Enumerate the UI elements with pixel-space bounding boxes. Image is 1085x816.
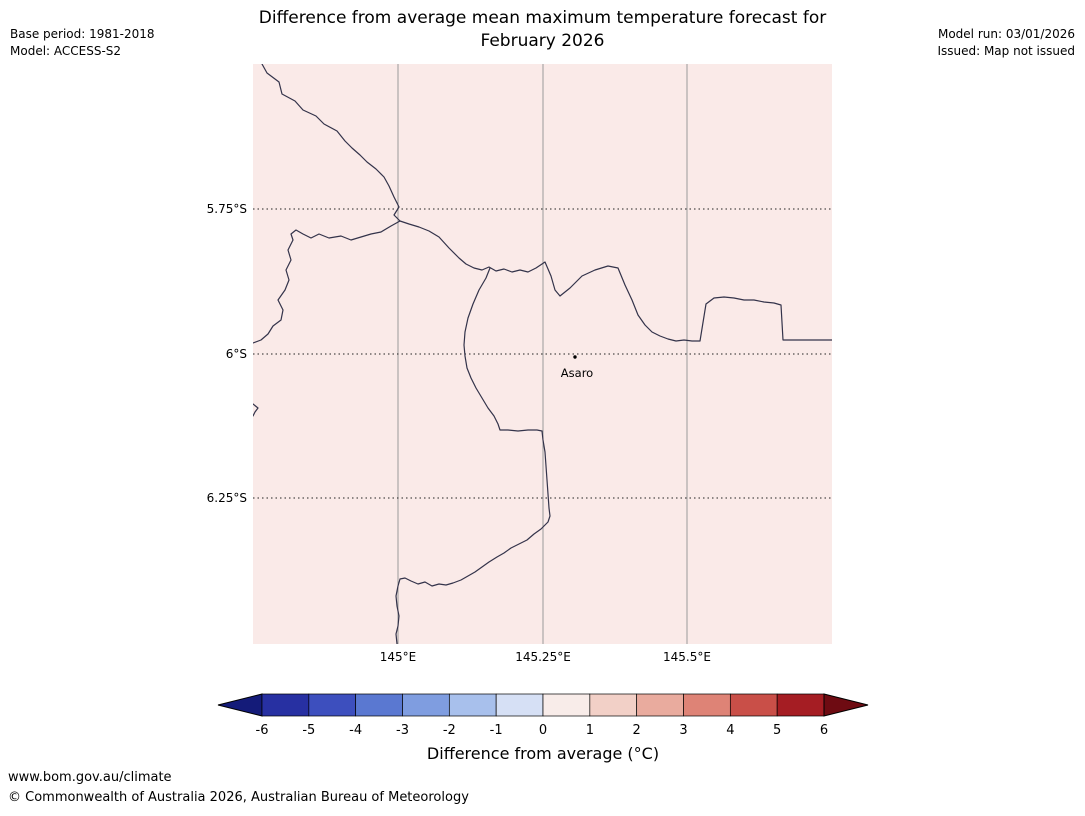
colorbar-segment xyxy=(355,693,403,717)
colorbar-segment xyxy=(402,693,450,717)
lon-tick-145-5e: 145.5°E xyxy=(663,650,711,664)
colorbar-segment xyxy=(589,693,638,717)
map-panel xyxy=(253,64,832,644)
colorbar-caption: Difference from average (°C) xyxy=(426,744,660,763)
lat-tick-6-25s: 6.25°S xyxy=(206,491,247,505)
colorbar-tick-label: -3 xyxy=(396,723,409,738)
map-canvas xyxy=(253,64,832,644)
colorbar-tick-label: -4 xyxy=(349,723,362,738)
colorbar-tick-label: -6 xyxy=(256,723,269,738)
border-path-north xyxy=(261,64,401,222)
colorbar-segment xyxy=(683,693,731,717)
colorbar-tick-label: 4 xyxy=(726,723,734,738)
colorbar-tick-label: 1 xyxy=(586,723,594,738)
border-path-river-south xyxy=(395,267,551,644)
colorbar-segment xyxy=(542,693,591,717)
colorbar-tick-label: 3 xyxy=(679,723,687,738)
model-meta-left: Base period: 1981-2018 Model: ACCESS-S2 xyxy=(10,26,155,60)
colorbar-segment xyxy=(495,693,544,717)
model-run-text: Model run: 03/01/2026 xyxy=(937,27,1075,41)
colorbar-tick-label: -2 xyxy=(443,723,456,738)
issued-text: Issued: Map not issued xyxy=(937,44,1075,58)
colorbar-segment xyxy=(636,693,684,717)
colorbar-segment xyxy=(776,693,825,717)
colorbar-cap-right xyxy=(823,693,869,717)
colorbar-segment xyxy=(729,693,778,717)
model-name-text: Model: ACCESS-S2 xyxy=(10,44,122,58)
colorbar-segment xyxy=(261,693,310,717)
colorbar-tick-label: -5 xyxy=(302,723,315,738)
copyright-text: © Commonwealth of Australia 2026, Austra… xyxy=(8,790,469,805)
page-title-line2: February 2026 xyxy=(480,31,605,51)
border-path-main xyxy=(253,220,832,344)
colorbar-segment xyxy=(448,693,497,717)
asaro-town-label: Asaro xyxy=(560,366,594,380)
base-period-text: Base period: 1981-2018 xyxy=(10,27,155,41)
colorbar-segment xyxy=(308,693,357,717)
bom-url-text: www.bom.gov.au/climate xyxy=(8,770,172,785)
lat-tick-6s: 6°S xyxy=(225,347,247,361)
colorbar-cap-left xyxy=(217,693,263,717)
model-meta-right: Model run: 03/01/2026 Issued: Map not is… xyxy=(937,26,1075,60)
colorbar-tick-label: 5 xyxy=(773,723,781,738)
colorbar-tick-label: 0 xyxy=(539,723,547,738)
colorbar-tick-label: -1 xyxy=(490,723,503,738)
page-title: Difference from average mean maximum tem… xyxy=(0,7,1085,53)
border-path-west-edge xyxy=(253,403,259,417)
lat-tick-5-75s: 5.75°S xyxy=(206,202,247,216)
page-title-line1: Difference from average mean maximum tem… xyxy=(258,8,827,28)
colorbar-svg: -6 -5 -4 -3 -2 -1 0 1 2 3 4 5 6 xyxy=(217,693,869,738)
lon-tick-145-25e: 145.25°E xyxy=(515,650,571,664)
colorbar-tick-label: 6 xyxy=(820,723,828,738)
asaro-town-dot xyxy=(573,355,577,359)
colorbar-tick-label: 2 xyxy=(633,723,641,738)
lon-tick-145e: 145°E xyxy=(379,650,417,664)
